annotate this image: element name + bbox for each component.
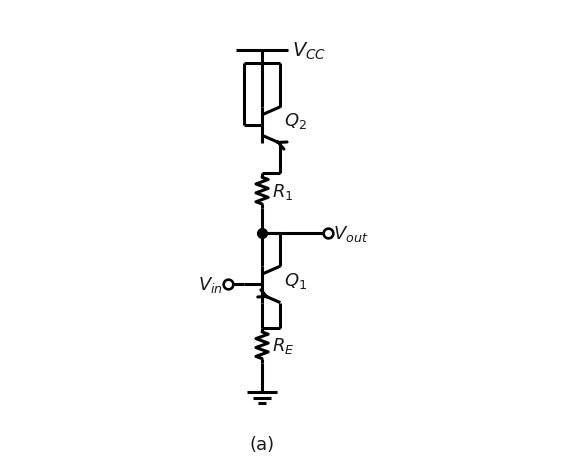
Text: $Q_1$: $Q_1$	[284, 270, 307, 290]
Text: (a): (a)	[250, 435, 275, 453]
Text: $R_1$: $R_1$	[272, 181, 293, 201]
Text: $R_E$: $R_E$	[272, 336, 295, 356]
Text: $V_{out}$: $V_{out}$	[333, 223, 369, 243]
Text: $Q_2$: $Q_2$	[284, 111, 307, 131]
Text: $V_{in}$: $V_{in}$	[198, 275, 223, 295]
Text: $V_{CC}$: $V_{CC}$	[292, 40, 326, 61]
